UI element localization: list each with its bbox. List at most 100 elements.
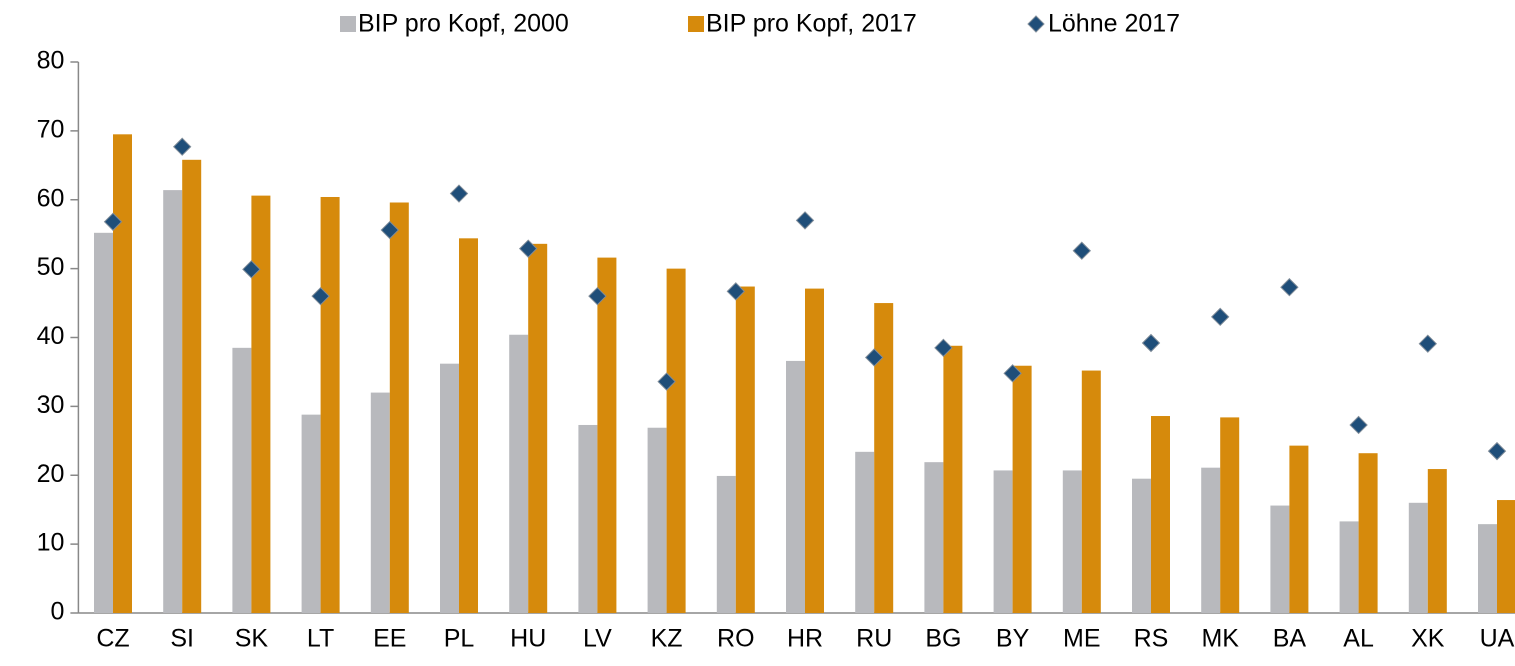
- bar: [993, 470, 1013, 613]
- x-tick-label: LT: [307, 625, 334, 653]
- marker: [934, 338, 953, 358]
- bar: [320, 196, 340, 613]
- bar: [94, 232, 113, 613]
- legend-marker: [688, 16, 704, 32]
- bar: [509, 334, 529, 613]
- x-tick-label: HU: [510, 625, 546, 653]
- y-tick-label: 70: [37, 115, 65, 143]
- y-tick-label: 0: [50, 598, 64, 626]
- x-tick-label: SI: [170, 625, 194, 653]
- bar: [666, 268, 686, 613]
- bar: [716, 475, 736, 613]
- x-tick-label: EE: [373, 625, 406, 653]
- bar: [1220, 417, 1240, 613]
- bar: [251, 195, 271, 613]
- bar: [440, 363, 459, 613]
- bar: [370, 392, 390, 613]
- bar: [1151, 416, 1170, 613]
- marker: [311, 286, 330, 306]
- legend-label: BIP pro Kopf, 2000: [358, 10, 569, 38]
- marker: [657, 372, 676, 391]
- x-tick-label: SK: [235, 625, 269, 653]
- y-tick-label: 50: [37, 253, 65, 281]
- bar: [1062, 470, 1082, 613]
- y-tick-label: 20: [37, 460, 65, 488]
- bar: [1408, 502, 1428, 613]
- bar: [647, 427, 667, 613]
- bar: [1427, 469, 1447, 613]
- x-tick-label: HR: [787, 625, 823, 653]
- bar: [113, 134, 132, 613]
- bar: [232, 347, 252, 613]
- bar: [1358, 453, 1378, 613]
- marker: [795, 211, 815, 230]
- legend-marker: [1027, 15, 1045, 33]
- marker: [449, 184, 469, 203]
- x-tick-label: CZ: [96, 625, 129, 653]
- marker: [1003, 364, 1022, 383]
- bar: [389, 202, 409, 613]
- bar: [786, 360, 805, 613]
- bar: [1201, 467, 1221, 613]
- bar: [1081, 370, 1101, 613]
- y-tick-label: 40: [37, 322, 65, 350]
- bar: [735, 286, 755, 613]
- bar: [805, 288, 824, 613]
- marker: [242, 260, 261, 279]
- y-tick-label: 80: [37, 47, 65, 75]
- bar: [163, 190, 183, 614]
- x-tick-label: RO: [717, 625, 755, 653]
- y-tick-label: 60: [37, 184, 65, 212]
- bar: [1012, 365, 1032, 613]
- marker: [172, 137, 192, 156]
- marker: [1487, 441, 1507, 461]
- bar: [1339, 521, 1359, 613]
- bar: [597, 257, 617, 613]
- bar: [943, 345, 963, 613]
- x-tick-label: RS: [1134, 625, 1169, 653]
- marker: [1210, 307, 1230, 327]
- x-tick-label: LV: [583, 625, 612, 653]
- bar: [578, 424, 598, 613]
- bar: [1132, 478, 1151, 613]
- bar: [874, 303, 894, 613]
- x-tick-label: XK: [1411, 625, 1445, 653]
- bar: [528, 243, 548, 613]
- marker: [1418, 334, 1438, 353]
- marker: [1072, 241, 1092, 260]
- bar: [1289, 445, 1309, 613]
- bar: [855, 451, 875, 613]
- legend-label: BIP pro Kopf, 2017: [706, 10, 917, 38]
- legend-label: Löhne 2017: [1048, 10, 1180, 38]
- x-tick-label: BY: [996, 625, 1030, 653]
- marker: [864, 348, 884, 367]
- bar: [182, 159, 202, 614]
- marker: [518, 239, 538, 258]
- legend-marker: [340, 16, 356, 32]
- bar: [459, 238, 478, 613]
- marker: [1280, 278, 1299, 297]
- x-tick-label: RU: [856, 625, 892, 653]
- y-tick-label: 10: [37, 529, 65, 557]
- x-tick-label: PL: [444, 625, 475, 653]
- bar: [1497, 500, 1515, 613]
- marker: [1141, 333, 1161, 353]
- x-tick-label: KZ: [651, 625, 683, 653]
- x-tick-label: AL: [1343, 625, 1374, 653]
- marker: [103, 212, 123, 231]
- x-tick-label: BG: [925, 625, 961, 653]
- bar: [924, 462, 944, 613]
- marker: [588, 286, 607, 306]
- x-tick-label: ME: [1063, 625, 1101, 653]
- bar: [301, 414, 321, 613]
- x-tick-label: BA: [1273, 625, 1307, 653]
- y-tick-label: 30: [37, 391, 65, 419]
- bar: [1478, 524, 1497, 613]
- marker: [380, 220, 400, 240]
- bar: [1270, 505, 1290, 613]
- x-tick-label: MK: [1201, 625, 1239, 653]
- marker: [726, 282, 746, 301]
- marker: [1349, 415, 1368, 435]
- x-tick-label: UA: [1480, 625, 1515, 653]
